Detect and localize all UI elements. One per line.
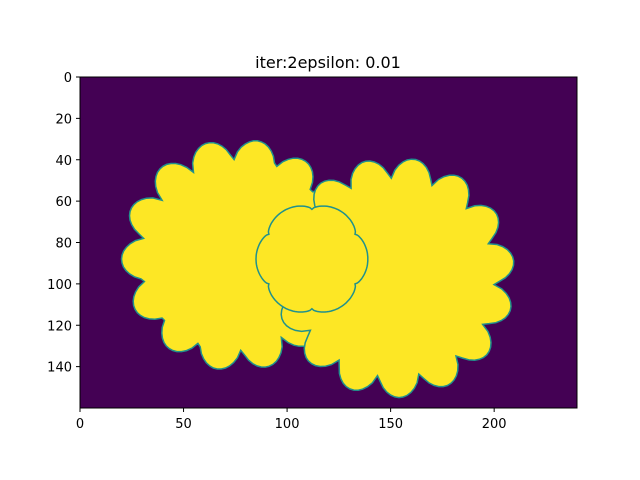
- y-tick-label: 120: [47, 319, 72, 334]
- y-tick-label: 140: [47, 361, 72, 376]
- x-tick-label: 50: [175, 417, 192, 432]
- y-tick-label: 40: [55, 154, 72, 169]
- y-tick-label: 100: [47, 278, 72, 293]
- chart-title: iter:2epsilon: 0.01: [255, 53, 401, 72]
- x-tick-label: 150: [378, 417, 403, 432]
- y-tick-label: 60: [55, 195, 72, 210]
- x-axis: 0 50 100 150 200: [76, 408, 507, 432]
- y-tick-label: 20: [55, 112, 72, 127]
- plot-area: [79, 76, 578, 409]
- heatmap-blob-bridge: [255, 205, 369, 313]
- y-tick-label: 80: [55, 237, 72, 252]
- heatmap-foreground: [120, 140, 515, 399]
- x-tick-label: 0: [76, 417, 84, 432]
- x-tick-label: 100: [275, 417, 300, 432]
- y-tick-label: 0: [64, 71, 72, 86]
- y-axis: 0 20 40 60 80 100 120 140: [47, 71, 80, 376]
- x-tick-label: 200: [482, 417, 507, 432]
